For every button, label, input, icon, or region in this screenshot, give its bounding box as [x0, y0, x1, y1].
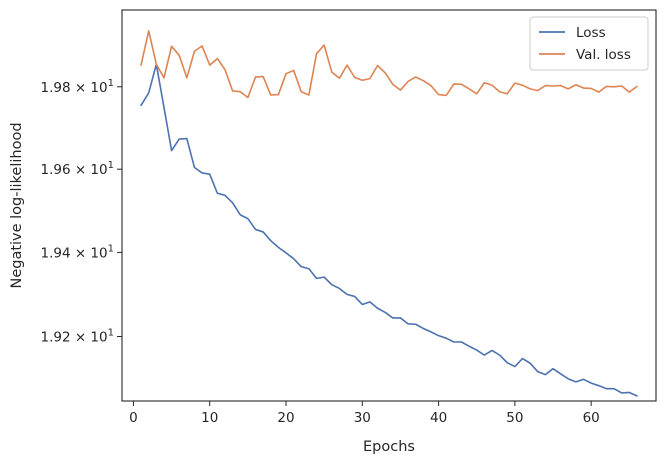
ticks-layer: 0 10 20 30 40 50 60 1.92 × 101 1.94 × 101 1.96 × … [9, 78, 600, 455]
x-tick-label: 50 [506, 410, 523, 426]
axes-layer [121, 9, 657, 402]
series-layer [140, 30, 638, 397]
y-tick-label: 1.94 × 101 [40, 243, 114, 261]
plot-frame [121, 9, 657, 402]
y-tick-label: 1.92 × 101 [40, 328, 114, 346]
x-tick-label: 60 [583, 410, 600, 426]
series-line-1 [140, 30, 638, 99]
legend-label-0: Loss [576, 25, 606, 41]
legend-label-1: Val. loss [576, 47, 631, 63]
series-line-0 [140, 63, 638, 397]
x-tick-label: 40 [430, 410, 447, 426]
y-tick-label: 1.96 × 101 [40, 160, 114, 178]
x-axis-label: Epochs [363, 439, 415, 455]
legend: Loss Val. loss [529, 16, 649, 71]
y-axis-label: Negative log-likelihood [9, 122, 25, 288]
x-tick-label: 0 [129, 410, 138, 426]
x-tick-label: 10 [201, 410, 218, 426]
x-tick-label: 30 [354, 410, 371, 426]
y-tick-label: 1.98 × 101 [40, 78, 114, 96]
legend-box [529, 16, 649, 71]
x-tick-label: 20 [277, 410, 294, 426]
